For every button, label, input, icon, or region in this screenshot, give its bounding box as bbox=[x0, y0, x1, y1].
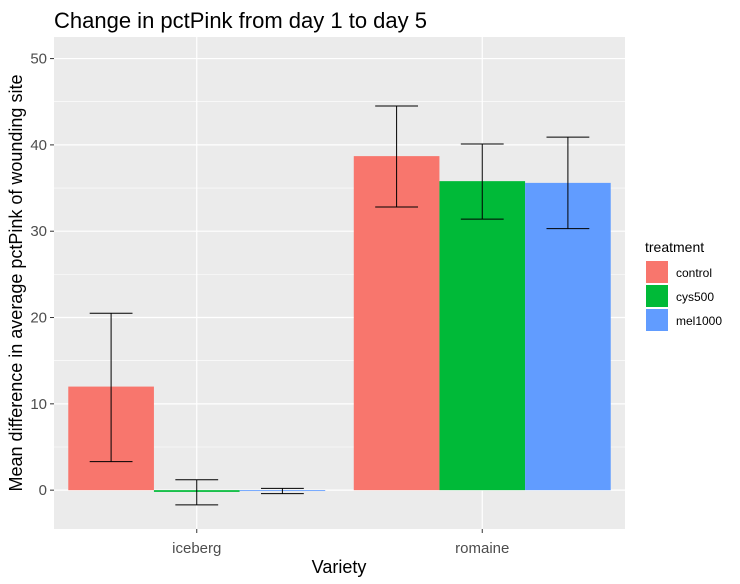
y-tick-label: 20 bbox=[30, 310, 47, 327]
legend-label: cys500 bbox=[676, 290, 714, 304]
x-tick-label: romaine bbox=[455, 540, 509, 557]
y-axis-title: Mean difference in average pctPink of wo… bbox=[6, 75, 26, 492]
legend-label: control bbox=[676, 266, 712, 280]
y-tick-label: 50 bbox=[30, 51, 47, 68]
legend-label: mel1000 bbox=[676, 314, 722, 328]
chart-title: Change in pctPink from day 1 to day 5 bbox=[54, 8, 427, 33]
y-tick-label: 40 bbox=[30, 137, 47, 154]
x-axis-title: Variety bbox=[312, 557, 367, 577]
bar bbox=[525, 182, 611, 491]
y-tick-label: 30 bbox=[30, 223, 47, 240]
legend-swatch bbox=[646, 309, 668, 331]
y-tick-label: 10 bbox=[30, 396, 47, 413]
error-bars bbox=[89, 105, 590, 506]
legend-swatch bbox=[646, 261, 668, 283]
legend-swatch bbox=[646, 285, 668, 307]
y-axis: 0 10 20 30 40 50 bbox=[30, 51, 54, 499]
x-tick-label: iceberg bbox=[172, 540, 221, 557]
bar bbox=[353, 156, 440, 491]
legend-title: treatment bbox=[645, 239, 704, 255]
legend: treatment control cys500 mel1000 bbox=[645, 239, 722, 331]
x-axis: iceberg romaine bbox=[172, 529, 509, 557]
bar bbox=[439, 181, 526, 491]
y-tick-label: 0 bbox=[39, 482, 47, 499]
